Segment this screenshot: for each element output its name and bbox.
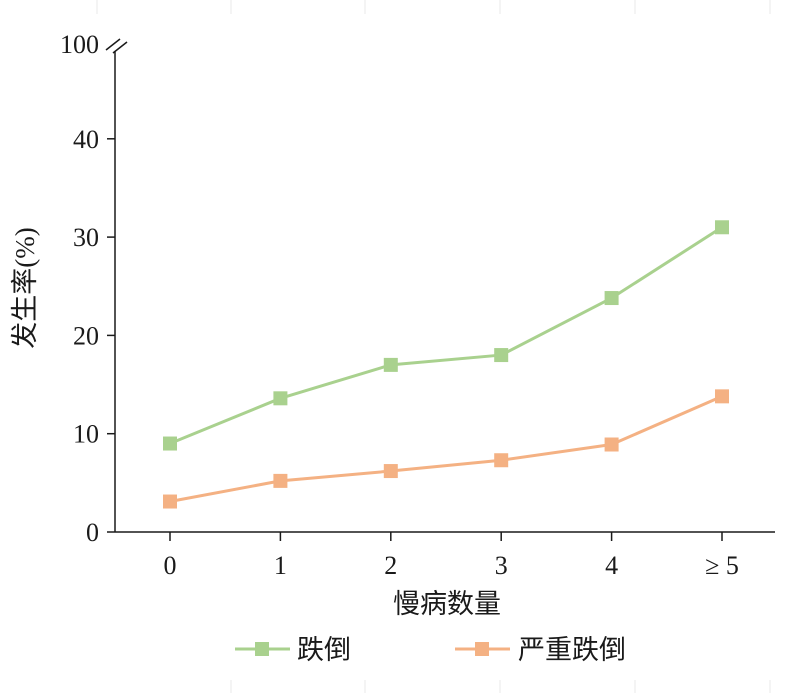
series-0 [163, 220, 729, 451]
y-axis-ticks: 0 10 20 30 40 100 [60, 30, 115, 547]
x-axis-title: 慢病数量 [393, 589, 501, 619]
data-point-marker [383, 464, 398, 479]
y-tick-label: 10 [73, 420, 99, 449]
legend-item-severe-falls: 严重跌倒 [455, 635, 626, 665]
y-tick-label: 30 [73, 223, 99, 252]
data-point-marker [604, 291, 619, 306]
x-tick-label: 1 [274, 551, 287, 580]
data-point-marker [163, 436, 177, 451]
series-1 [163, 389, 729, 509]
x-tick-label: 0 [164, 551, 177, 580]
legend-marker-severe-falls [475, 642, 489, 656]
x-tick-label: 3 [495, 551, 508, 580]
series-layer [163, 220, 729, 509]
legend-item-falls: 跌倒 [235, 635, 351, 665]
y-axis-break-mark [112, 41, 128, 54]
data-point-marker [604, 437, 619, 452]
data-point-marker [494, 453, 509, 468]
x-tick-label: 2 [384, 551, 397, 580]
y-tick-label: 0 [86, 518, 99, 547]
data-point-marker [273, 391, 288, 406]
data-point-marker [383, 357, 398, 372]
background-rule-lines [96, 0, 771, 693]
y-axis-title: 发生率(%) [10, 227, 40, 348]
data-point-marker [273, 473, 288, 488]
x-tick-label: 4 [605, 551, 618, 580]
series-line [168, 225, 724, 446]
legend: 跌倒 严重跌倒 [235, 635, 626, 665]
legend-label-severe-falls: 严重跌倒 [518, 635, 626, 665]
legend-marker-falls [255, 642, 269, 656]
y-tick-label: 20 [73, 321, 99, 350]
y-axis-break-mark [105, 38, 121, 51]
data-point-marker [715, 389, 729, 404]
data-point-marker [163, 494, 177, 509]
x-axis-ticks: 0 1 2 3 4 ≥ 5 [164, 532, 739, 580]
y-tick-label: 100 [60, 30, 99, 59]
legend-label-falls: 跌倒 [297, 635, 351, 665]
data-point-marker [715, 220, 729, 235]
y-tick-label: 40 [73, 125, 99, 154]
data-point-marker [494, 348, 509, 363]
y-axis-break-marks [105, 38, 128, 54]
series-line [168, 394, 724, 504]
x-tick-label: ≥ 5 [705, 551, 739, 580]
